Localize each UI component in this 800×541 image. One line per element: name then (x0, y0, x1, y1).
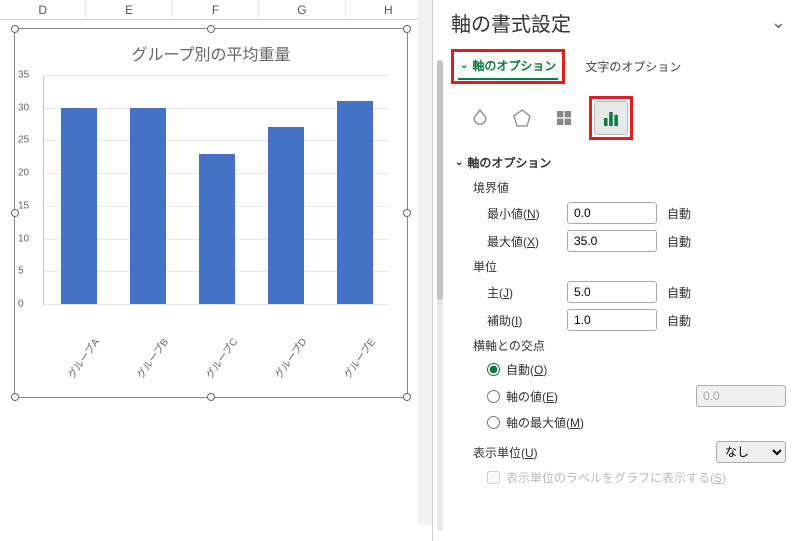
chart-bar[interactable] (61, 108, 97, 304)
effects-icon[interactable] (505, 101, 539, 135)
minor-label: 補助(I) (487, 312, 557, 329)
display-units-row: 表示単位(U) なし (473, 441, 786, 463)
chevron-down-icon: ⌄ (455, 157, 463, 168)
chart-plot-area[interactable]: 05101520253035 (43, 75, 389, 305)
section-label: 軸のオプション (467, 154, 551, 171)
vertical-scrollbar[interactable] (418, 0, 432, 525)
fill-icon[interactable] (463, 101, 497, 135)
section-axis-options[interactable]: ⌄ 軸のオプション (455, 154, 786, 171)
highlight-annotation (589, 96, 633, 140)
min-value-row: 最小値(N) 自動 (487, 202, 786, 224)
embedded-chart[interactable]: グループ別の平均重量 05101520253035 グループAグループBグループ… (14, 28, 408, 398)
major-label: 主(J) (487, 284, 557, 301)
chart-bar[interactable] (130, 108, 166, 304)
chevron-down-icon[interactable]: ⌄ (771, 12, 786, 33)
y-tick-label: 30 (18, 102, 29, 113)
col-header[interactable]: D (0, 0, 86, 19)
radio-input[interactable] (487, 390, 500, 403)
resize-handle[interactable] (11, 393, 19, 401)
y-tick-label: 35 (18, 70, 29, 81)
max-value-row: 最大値(X) 自動 (487, 230, 786, 252)
y-tick-label: 15 (18, 200, 29, 211)
cross-label: 横軸との交点 (473, 337, 786, 354)
category-icons (463, 96, 786, 140)
resize-handle[interactable] (207, 25, 215, 33)
chart-bar[interactable] (337, 101, 373, 304)
resize-handle[interactable] (403, 209, 411, 217)
cross-value-input (696, 385, 786, 407)
radio-input[interactable] (487, 363, 500, 376)
max-label: 最大値(X) (487, 233, 557, 250)
cross-auto-radio[interactable]: 自動(O) (487, 361, 786, 378)
cross-max-radio[interactable]: 軸の最大値(M) (487, 414, 786, 431)
tab-axis-options[interactable]: ⌄ 軸のオプション (458, 53, 558, 80)
major-input[interactable] (567, 281, 657, 303)
resize-handle[interactable] (207, 393, 215, 401)
radio-label: 自動(O) (506, 361, 547, 378)
x-tick-label: グループA (63, 343, 141, 413)
chart-title[interactable]: グループ別の平均重量 (15, 29, 407, 69)
x-axis-labels: グループAグループBグループCグループDグループE (43, 311, 389, 381)
col-header[interactable]: F (173, 0, 259, 19)
radio-label: 軸の値(E) (506, 388, 558, 405)
resize-handle[interactable] (403, 25, 411, 33)
col-header[interactable]: E (86, 0, 172, 19)
y-tick-label: 25 (18, 135, 29, 146)
y-tick-label: 10 (18, 233, 29, 244)
col-header[interactable]: G (259, 0, 345, 19)
axis-options-icon[interactable] (594, 101, 628, 135)
show-units-label-check: 表示単位のラベルをグラフに表示する(S) (487, 469, 786, 486)
checkbox-label: 表示単位のラベルをグラフに表示する(S) (506, 469, 726, 486)
radio-label: 軸の最大値(M) (506, 414, 584, 431)
tab-label: 軸のオプション (472, 57, 556, 74)
column-headers: D E F G H (0, 0, 432, 20)
x-tick-label: グループB (132, 343, 210, 413)
cell-grid[interactable]: グループ別の平均重量 05101520253035 グループAグループBグループ… (0, 20, 432, 541)
scrollbar-thumb[interactable] (437, 60, 443, 300)
major-unit-row: 主(J) 自動 (487, 281, 786, 303)
panel-scrollbar[interactable] (437, 60, 443, 531)
auto-label: 自動 (667, 312, 691, 329)
cross-value-radio[interactable]: 軸の値(E) (487, 385, 786, 407)
chart-bar[interactable] (268, 127, 304, 304)
x-tick-label: グループE (340, 343, 418, 413)
panel-title: 軸の書式設定 ⌄ (451, 8, 786, 37)
format-axis-panel: 軸の書式設定 ⌄ ⌄ 軸のオプション 文字のオプション ⌄ 軸のオプション (432, 0, 800, 541)
size-properties-icon[interactable] (547, 101, 581, 135)
bounds-label: 境界値 (473, 179, 786, 196)
highlight-annotation: ⌄ 軸のオプション (451, 49, 565, 84)
section-body: 境界値 最小値(N) 自動 最大値(X) 自動 単位 主(J) 自動 補助(I)… (473, 179, 786, 486)
worksheet-area: D E F G H グループ別の平均重量 05101520253035 グループ… (0, 0, 432, 541)
auto-label: 自動 (667, 284, 691, 301)
y-tick-label: 5 (18, 266, 24, 277)
min-label: 最小値(N) (487, 205, 557, 222)
resize-handle[interactable] (11, 25, 19, 33)
checkbox-input (487, 471, 500, 484)
tab-text-options[interactable]: 文字のオプション (583, 54, 683, 79)
y-tick-label: 20 (18, 168, 29, 179)
min-input[interactable] (567, 202, 657, 224)
x-tick-label: グループD (271, 343, 349, 413)
auto-label: 自動 (667, 205, 691, 222)
y-tick-label: 0 (18, 299, 24, 310)
x-tick-label: グループC (201, 343, 279, 413)
minor-input[interactable] (567, 309, 657, 331)
minor-unit-row: 補助(I) 自動 (487, 309, 786, 331)
chevron-down-icon: ⌄ (460, 60, 468, 71)
display-units-select[interactable]: なし (716, 441, 786, 463)
chart-bar[interactable] (199, 154, 235, 304)
display-units-label: 表示単位(U) (473, 444, 538, 461)
units-label: 単位 (473, 258, 786, 275)
radio-input[interactable] (487, 416, 500, 429)
max-input[interactable] (567, 230, 657, 252)
auto-label: 自動 (667, 233, 691, 250)
panel-title-text: 軸の書式設定 (451, 8, 571, 37)
panel-tabs: ⌄ 軸のオプション 文字のオプション (451, 49, 786, 84)
